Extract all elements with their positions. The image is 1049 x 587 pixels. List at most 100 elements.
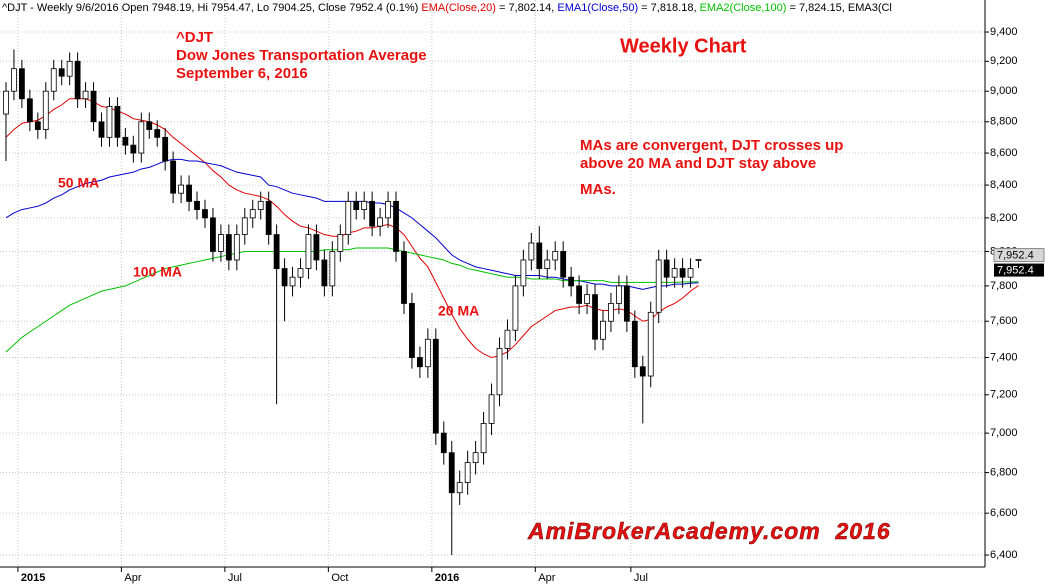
candle-body (186, 184, 192, 202)
candle-body (361, 200, 368, 210)
candle-body (639, 366, 646, 377)
candle-body (369, 200, 376, 227)
candle-body (409, 303, 415, 358)
candle-body (600, 320, 606, 340)
y-tick-label: 6,800 (990, 466, 1018, 478)
candle-body (50, 68, 57, 92)
candle-body (233, 234, 240, 261)
candle-body (34, 121, 41, 130)
x-tick-label: Jul (228, 572, 242, 584)
candle-body (178, 184, 185, 194)
candle-body (480, 423, 487, 454)
candle-body (671, 268, 678, 278)
header-segment: = 7,824.15, EMA3(Cl (786, 2, 891, 14)
candle-body (608, 303, 614, 322)
header-segment: EMA2(Close,100) (700, 2, 787, 14)
header-segment: = 7,818.18, (638, 2, 699, 14)
y-tick-label: 8,400 (990, 179, 1018, 191)
candle-body (146, 121, 153, 130)
y-tick-label: 8,200 (990, 212, 1018, 224)
candle-body (695, 259, 702, 261)
ma-label: 100 MA (133, 264, 182, 280)
candle-body (321, 259, 328, 287)
header-segment: EMA(Close,20) (421, 2, 496, 14)
candle-body (560, 251, 567, 278)
candle-body (448, 452, 455, 494)
candle-body (11, 68, 17, 92)
candle-body (504, 329, 511, 349)
candle-body (297, 268, 304, 278)
candle-body (631, 320, 638, 368)
candle-body (377, 217, 384, 227)
ma-label: 20 MA (438, 303, 479, 319)
y-tick-label: 7,200 (990, 389, 1018, 401)
y-tick-label: 7,400 (990, 351, 1018, 363)
symbol: ^DJT (176, 29, 213, 46)
candle-body (440, 432, 447, 454)
y-tick-label: 9,400 (990, 26, 1018, 38)
ma-line (5, 98, 699, 359)
y-tick-label: 9,000 (990, 85, 1018, 97)
candle-body (647, 311, 654, 377)
price-label: 7,952.4 (997, 249, 1034, 261)
candle-body (528, 242, 535, 261)
candle-body (313, 234, 320, 261)
header-segment: EMA1(Close,50) (557, 2, 638, 14)
candle-body (544, 259, 551, 269)
header-segment: ^DJT - Weekly 9/6/2016 Open 7948.19, Hi … (2, 2, 421, 14)
date: September 6, 2016 (176, 65, 308, 82)
note: above 20 MA and DJT stay above (580, 155, 816, 172)
candle-body (122, 136, 129, 146)
y-tick-label: 7,600 (990, 315, 1018, 327)
candle-body (162, 136, 169, 162)
candle-body (401, 251, 407, 304)
candle-body (3, 90, 9, 115)
candle-body (472, 452, 479, 463)
x-tick-label: 2016 (435, 572, 459, 584)
price-label-box (994, 263, 1044, 277)
candle-body (584, 294, 590, 304)
candle-body (464, 462, 471, 484)
candle-body (329, 251, 336, 287)
y-tick-label: 8,600 (990, 147, 1018, 159)
candle-body (576, 285, 582, 304)
candle-body (217, 234, 224, 252)
candle-body (655, 259, 662, 313)
candle-body (74, 60, 81, 100)
candle-body (26, 98, 33, 123)
candle-body (202, 209, 208, 219)
candle-body (416, 357, 423, 368)
candle-body (520, 259, 527, 287)
ma-line (5, 158, 699, 290)
candle-body (663, 259, 670, 278)
candle-body (281, 268, 288, 287)
candle-body (98, 121, 105, 138)
x-tick-label: Apr (538, 572, 555, 584)
candle-body (18, 68, 25, 100)
header: ^DJT - Weekly 9/6/2016 Open 7948.19, Hi … (2, 2, 892, 14)
candle-body (679, 268, 686, 278)
candle-body (456, 482, 463, 494)
candle-body (496, 347, 503, 396)
candle-body (66, 60, 73, 77)
y-tick-label: 6,600 (990, 507, 1018, 519)
header-segment: = 7,802.14, (496, 2, 557, 14)
x-tick-label: Jul (634, 572, 648, 584)
note: MAs are convergent, DJT crosses up (580, 137, 843, 154)
candle-body (241, 217, 248, 235)
watermark: AmiBrokerAcademy.com 2016 (527, 518, 891, 544)
candle-body (424, 338, 431, 368)
candle-body (512, 285, 519, 331)
y-tick-label: 6,400 (990, 549, 1018, 561)
candle-body (687, 268, 694, 278)
candle-body (536, 242, 543, 269)
ma-label: 50 MA (58, 175, 99, 191)
candle-body (249, 209, 256, 219)
candle-body (58, 68, 65, 77)
candle-body (210, 217, 216, 252)
candle-body (393, 200, 399, 252)
candle-body (225, 234, 232, 261)
candle-body (568, 276, 575, 287)
candle-body (623, 285, 630, 322)
grid (0, 0, 985, 567)
